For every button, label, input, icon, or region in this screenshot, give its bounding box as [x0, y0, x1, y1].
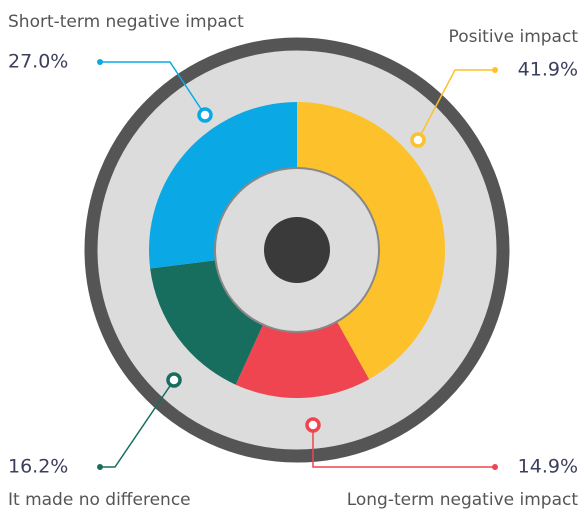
donut	[149, 102, 445, 398]
category-label: Short-term negative impact	[8, 12, 244, 32]
leader-line	[100, 61, 206, 116]
value-label: 41.9%	[518, 59, 578, 81]
category-label: It made no difference	[8, 490, 191, 510]
donut-segment	[235, 321, 370, 398]
marker	[166, 372, 182, 388]
marker	[410, 132, 426, 148]
center-dot	[264, 217, 330, 283]
donut-segment	[149, 102, 297, 269]
leader-line	[100, 379, 175, 468]
marker	[197, 107, 213, 123]
value-label: 27.0%	[8, 51, 68, 73]
value-label: 14.9%	[518, 456, 578, 478]
donut-segment	[297, 102, 445, 380]
annotations: 41.9% Positive impact 14.9% Long-term negat…	[8, 12, 578, 510]
leader-dot	[492, 464, 498, 470]
leader-line	[312, 425, 495, 468]
leader-dot	[97, 59, 103, 65]
marker	[305, 417, 321, 433]
donut-segment	[150, 260, 264, 385]
leader-dot	[97, 464, 103, 470]
leader-dot	[492, 67, 498, 73]
category-label: Positive impact	[449, 27, 579, 47]
leader-line	[417, 69, 495, 141]
category-label: Long-term negative impact	[347, 490, 579, 510]
value-label: 16.2%	[8, 456, 68, 478]
